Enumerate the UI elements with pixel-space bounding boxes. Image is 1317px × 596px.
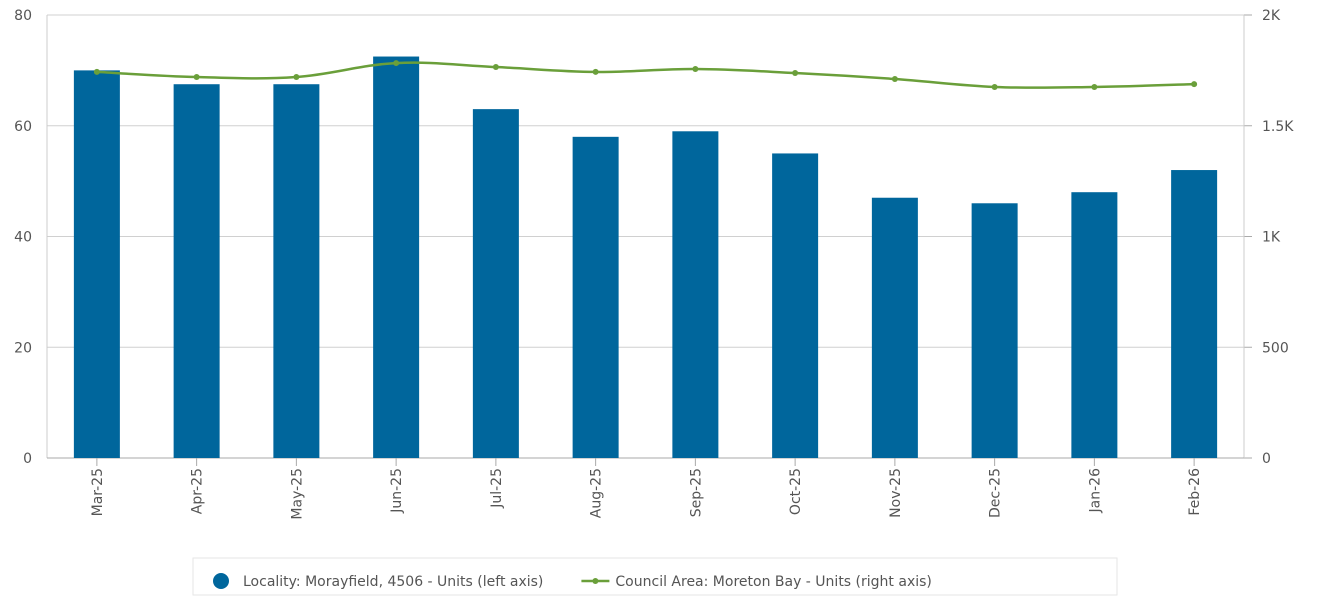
legend-label: Locality: Morayfield, 4506 - Units (left… xyxy=(243,574,543,590)
bar xyxy=(1171,170,1218,459)
line-point xyxy=(293,74,300,81)
line-point xyxy=(792,70,799,77)
line-point xyxy=(1091,83,1098,90)
y-tick-label: 80 xyxy=(14,8,32,24)
bar xyxy=(472,109,519,458)
y-tick-label: 20 xyxy=(14,340,32,356)
x-tick-label: May-25 xyxy=(289,468,305,520)
legend-marker xyxy=(213,573,229,589)
x-tick-label: Nov-25 xyxy=(888,468,904,518)
bar xyxy=(73,70,120,458)
line-point xyxy=(93,68,100,75)
y2-tick-label: 1K xyxy=(1262,230,1281,246)
bar xyxy=(871,197,918,459)
bar xyxy=(173,84,220,458)
x-tick-label: Aug-25 xyxy=(589,468,605,518)
x-tick-label: Jun-25 xyxy=(389,468,405,514)
x-tick-label: Jul-25 xyxy=(489,468,505,509)
bar xyxy=(572,136,619,458)
line-point xyxy=(492,64,499,71)
x-tick-label: Apr-25 xyxy=(190,468,206,514)
bar xyxy=(373,56,420,458)
line-point xyxy=(592,68,599,75)
line-point xyxy=(193,74,200,81)
x-tick-label: Jan-26 xyxy=(1087,468,1103,514)
x-tick-label: Sep-25 xyxy=(688,468,704,517)
line-point xyxy=(991,83,998,90)
x-tick-label: Dec-25 xyxy=(988,468,1004,518)
y2-tick-label: 0 xyxy=(1262,451,1271,467)
bar xyxy=(1071,192,1118,458)
bar xyxy=(672,131,719,458)
y-tick-label: 40 xyxy=(14,230,32,246)
y-tick-label: 60 xyxy=(14,119,32,135)
y2-tick-label: 2K xyxy=(1262,8,1281,24)
line-point xyxy=(891,76,898,83)
bar xyxy=(772,153,819,458)
bar xyxy=(971,203,1018,458)
line-point xyxy=(1191,81,1198,88)
legend-marker xyxy=(592,578,599,584)
line-point xyxy=(393,60,400,67)
x-tick-label: Feb-26 xyxy=(1187,468,1203,516)
bar xyxy=(273,84,320,458)
x-tick-label: Oct-25 xyxy=(788,468,804,515)
legend-box xyxy=(192,557,1118,596)
y2-tick-label: 500 xyxy=(1262,340,1289,356)
legend-label: Council Area: Moreton Bay - Units (right… xyxy=(615,574,931,590)
x-tick-label: Mar-25 xyxy=(90,468,106,516)
line-point xyxy=(692,66,699,73)
y2-tick-label: 1.5K xyxy=(1262,119,1294,135)
line xyxy=(96,61,1195,90)
y-tick-label: 0 xyxy=(23,451,32,467)
